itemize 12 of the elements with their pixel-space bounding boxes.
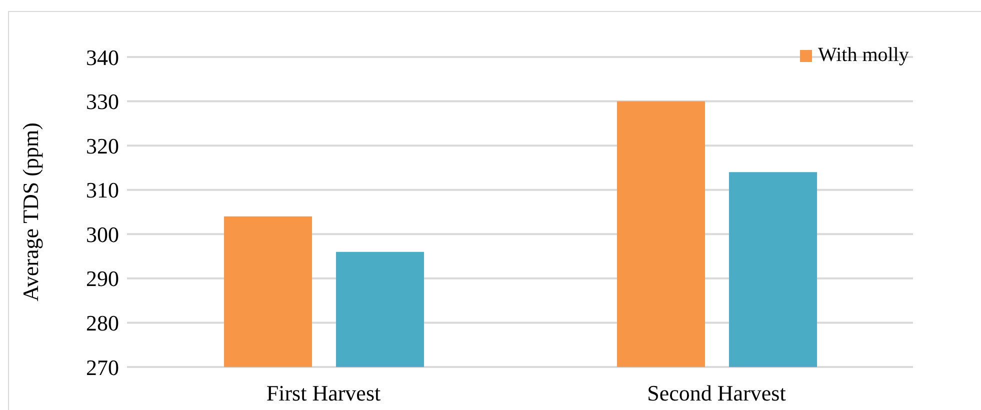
y-axis-title: Average TDS (ppm) (18, 122, 43, 302)
y-tick-label: 320 (86, 133, 119, 158)
y-tick-label: 310 (86, 178, 119, 203)
y-tick-label: 270 (86, 354, 119, 380)
x-tick-label: Second Harvest (647, 380, 786, 406)
legend-label: With molly (818, 44, 909, 67)
y-tick-label: 340 (86, 44, 119, 70)
x-tick-label: First Harvest (266, 380, 381, 406)
y-tick-label: 300 (86, 222, 119, 247)
y-tick-label: 330 (86, 89, 119, 114)
y-tick-label: 280 (86, 310, 119, 336)
y-tick-label: 290 (86, 266, 119, 292)
